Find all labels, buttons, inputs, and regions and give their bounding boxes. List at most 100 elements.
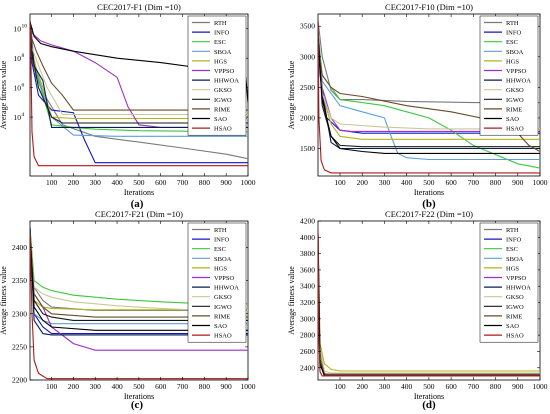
y-tick-label: 2000: [300, 113, 315, 122]
x-tick-label: 100: [334, 178, 346, 187]
legend-label-gkso: GKSO: [506, 294, 524, 301]
x-tick-label: 100: [46, 178, 58, 187]
x-tick-label: 300: [90, 178, 102, 187]
x-tick-label: 800: [199, 178, 211, 187]
y-axis-label: Average fitness value: [0, 266, 8, 335]
legend-label-hsao: HSAO: [214, 126, 232, 133]
legend-label-sboa: SBOA: [214, 49, 232, 56]
legend-label-rime: RIME: [506, 106, 522, 113]
x-tick-label: 600: [445, 178, 457, 187]
chart-panel-1: CEC2017-F1 (Dim =10) 100 200 300 400 500 600 70…: [0, 2, 256, 210]
x-tick-label: 800: [490, 382, 502, 391]
legend-label-info: INFO: [506, 30, 521, 37]
series-line-rime: [318, 44, 540, 152]
legend-label-rime: RIME: [214, 313, 230, 320]
y-tick-label: 10: [14, 84, 22, 93]
chart-panel-2: CEC2017-F10 (Dim =10) 100 200 300 400 500 600 7…: [287, 2, 548, 210]
legend-label-info: INFO: [214, 237, 229, 244]
legend-label-hhwoa: HHWOA: [506, 78, 531, 85]
legend-label-sao: SAO: [214, 323, 227, 330]
legend: RTH INFO ESC SBOA HGS VPPSO HHWOA GKSO IGWO RIME S…: [187, 15, 247, 136]
y-tick-label: 3600: [300, 265, 315, 274]
y-tick-exponent: 4: [22, 112, 25, 118]
x-axis-label: Iterations: [124, 188, 154, 197]
legend-label-gkso: GKSO: [214, 294, 232, 301]
chart-title: CEC2017-F1 (Dim =10): [97, 2, 181, 12]
x-tick-label: 200: [68, 178, 80, 187]
legend-label-igwo: IGWO: [506, 304, 524, 311]
x-tick-label: 700: [177, 178, 189, 187]
x-tick-label: 700: [468, 382, 480, 391]
legend-label-gkso: GKSO: [214, 87, 232, 94]
series-line-rime: [30, 21, 248, 111]
legend-label-igwo: IGWO: [506, 97, 524, 104]
legend-label-rth: RTH: [214, 227, 227, 234]
legend-box: [479, 15, 539, 136]
y-tick-exponent: 8: [22, 53, 25, 59]
legend-label-esc: ESC: [214, 39, 226, 46]
y-tick-label: 3400: [300, 282, 315, 291]
x-tick-label: 1000: [241, 382, 256, 391]
x-tick-label: 900: [221, 178, 233, 187]
y-tick-exponent: 6: [22, 83, 25, 89]
x-tick-label: 1000: [533, 382, 548, 391]
x-tick-label: 300: [90, 382, 102, 391]
y-axis-label: Average fitness value: [0, 60, 8, 129]
y-tick-label: 3000: [300, 52, 315, 61]
x-tick-label: 200: [68, 382, 80, 391]
legend-label-hgs: HGS: [506, 265, 519, 272]
x-tick-label: 900: [221, 382, 233, 391]
legend-label-info: INFO: [214, 30, 229, 37]
x-tick-label: 600: [445, 382, 457, 391]
series-line-hsao: [318, 20, 540, 174]
x-tick-label: 700: [468, 178, 480, 187]
x-axis-label: Iterations: [124, 392, 154, 401]
series-line-hsao: [30, 21, 248, 167]
legend-label-rth: RTH: [214, 20, 227, 27]
x-tick-label: 900: [512, 178, 524, 187]
y-tick-label: 2200: [12, 376, 27, 385]
legend-box: [187, 222, 247, 343]
legend-label-hgs: HGS: [214, 58, 227, 65]
series-line-sao: [30, 234, 248, 331]
legend: RTH INFO ESC SBOA HGS VPPSO HHWOA GKSO IGWO RIME S…: [187, 222, 247, 343]
legend-label-hhwoa: HHWOA: [506, 285, 531, 292]
chart-panel-3: CEC2017-F21 (Dim =10) 100 200 300 400 500 600 7…: [0, 209, 256, 411]
y-tick-label: 2800: [300, 331, 315, 340]
y-tick-label: 2300: [12, 309, 27, 318]
y-tick-label: 2600: [300, 347, 315, 356]
legend-label-hgs: HGS: [214, 265, 227, 272]
panel-label: (d): [422, 399, 436, 411]
legend-label-sboa: SBOA: [506, 49, 524, 56]
x-tick-label: 300: [379, 178, 391, 187]
x-tick-label: 100: [334, 382, 346, 391]
series-line-hsao: [318, 229, 540, 377]
legend-label-igwo: IGWO: [214, 97, 232, 104]
x-tick-label: 600: [155, 382, 167, 391]
x-tick-label: 500: [133, 382, 145, 391]
x-tick-label: 200: [357, 382, 369, 391]
y-axis-label: Average fitness value: [287, 60, 296, 129]
x-tick-label: 500: [423, 178, 435, 187]
y-tick-label: 3200: [300, 298, 315, 307]
x-tick-label: 800: [199, 382, 211, 391]
series-line-rime: [30, 234, 248, 318]
legend-label-vppso: VPPSO: [506, 275, 527, 282]
legend-label-vppso: VPPSO: [214, 68, 235, 75]
y-tick-label: 10: [14, 54, 22, 63]
x-tick-label: 400: [111, 178, 123, 187]
y-tick-label: 4200: [300, 217, 315, 226]
legend-label-hsao: HSAO: [506, 333, 524, 340]
chart-title: CEC2017-F10 (Dim =10): [385, 2, 473, 12]
x-tick-label: 300: [379, 382, 391, 391]
x-tick-label: 1000: [241, 178, 256, 187]
series-line-vppso: [30, 21, 248, 128]
x-tick-label: 800: [490, 178, 502, 187]
panel-label: (c): [131, 399, 144, 411]
chart-title: CEC2017-F21 (Dim =10): [95, 209, 183, 219]
x-tick-label: 100: [46, 382, 58, 391]
legend-label-rth: RTH: [506, 20, 519, 27]
x-tick-label: 500: [423, 382, 435, 391]
legend-label-esc: ESC: [506, 246, 518, 253]
